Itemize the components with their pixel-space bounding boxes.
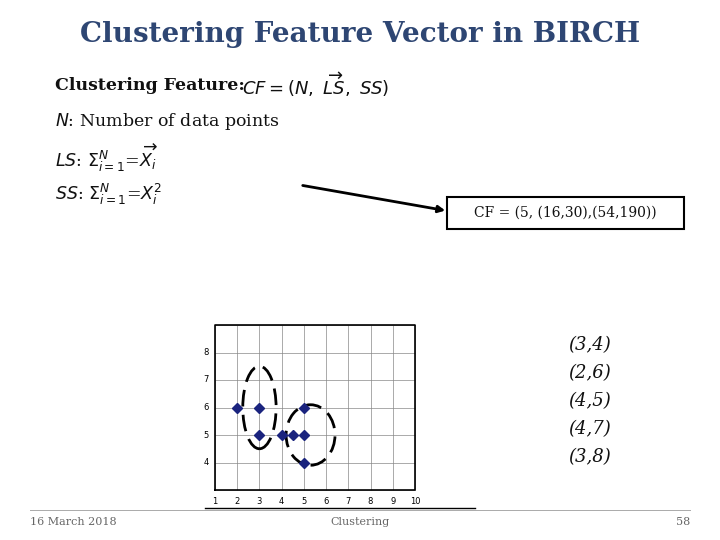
FancyBboxPatch shape [447, 197, 684, 229]
Text: Clustering: Clustering [330, 517, 390, 527]
Text: $\mathit{SS}$: $\Sigma^{N}_{i=1}$=$\mathit{X}_i^2$: $\mathit{SS}$: $\Sigma^{N}_{i=1}$=$\math… [55, 181, 162, 206]
Text: $\mathit{N}$: Number of data points: $\mathit{N}$: Number of data points [55, 111, 279, 132]
Text: $\mathit{LS}$: $\Sigma^{N}_{i=1}$=$\overrightarrow{\mathit{X}_i}$: $\mathit{LS}$: $\Sigma^{N}_{i=1}$=$\over… [55, 142, 158, 174]
Text: 6: 6 [323, 497, 329, 506]
Text: 7: 7 [204, 375, 209, 384]
Text: 58: 58 [676, 517, 690, 527]
Text: Clustering Feature:: Clustering Feature: [55, 77, 245, 93]
Text: 8: 8 [204, 348, 209, 357]
Text: 10: 10 [410, 497, 420, 506]
Text: Clustering Feature Vector in BIRCH: Clustering Feature Vector in BIRCH [80, 22, 640, 49]
Text: (4,7): (4,7) [569, 420, 611, 438]
Text: (2,6): (2,6) [569, 364, 611, 382]
Text: 3: 3 [257, 497, 262, 506]
Text: 7: 7 [346, 497, 351, 506]
Text: $\mathit{CF} = (\mathit{N},\ \overrightarrow{\mathit{LS}},\ \mathit{SS})$: $\mathit{CF} = (\mathit{N},\ \overrighta… [242, 71, 390, 99]
Text: 9: 9 [390, 497, 395, 506]
Text: 5: 5 [204, 430, 209, 440]
Text: 16 March 2018: 16 March 2018 [30, 517, 117, 527]
Text: (3,4): (3,4) [569, 336, 611, 354]
Text: 4: 4 [204, 458, 209, 467]
Text: 6: 6 [204, 403, 209, 412]
Text: (3,8): (3,8) [569, 448, 611, 466]
Text: 8: 8 [368, 497, 373, 506]
Text: 5: 5 [301, 497, 307, 506]
Text: 1: 1 [212, 497, 217, 506]
Text: (4,5): (4,5) [569, 392, 611, 410]
Text: CF = (5, (16,30),(54,190)): CF = (5, (16,30),(54,190)) [474, 206, 657, 220]
Text: 2: 2 [235, 497, 240, 506]
Text: 4: 4 [279, 497, 284, 506]
